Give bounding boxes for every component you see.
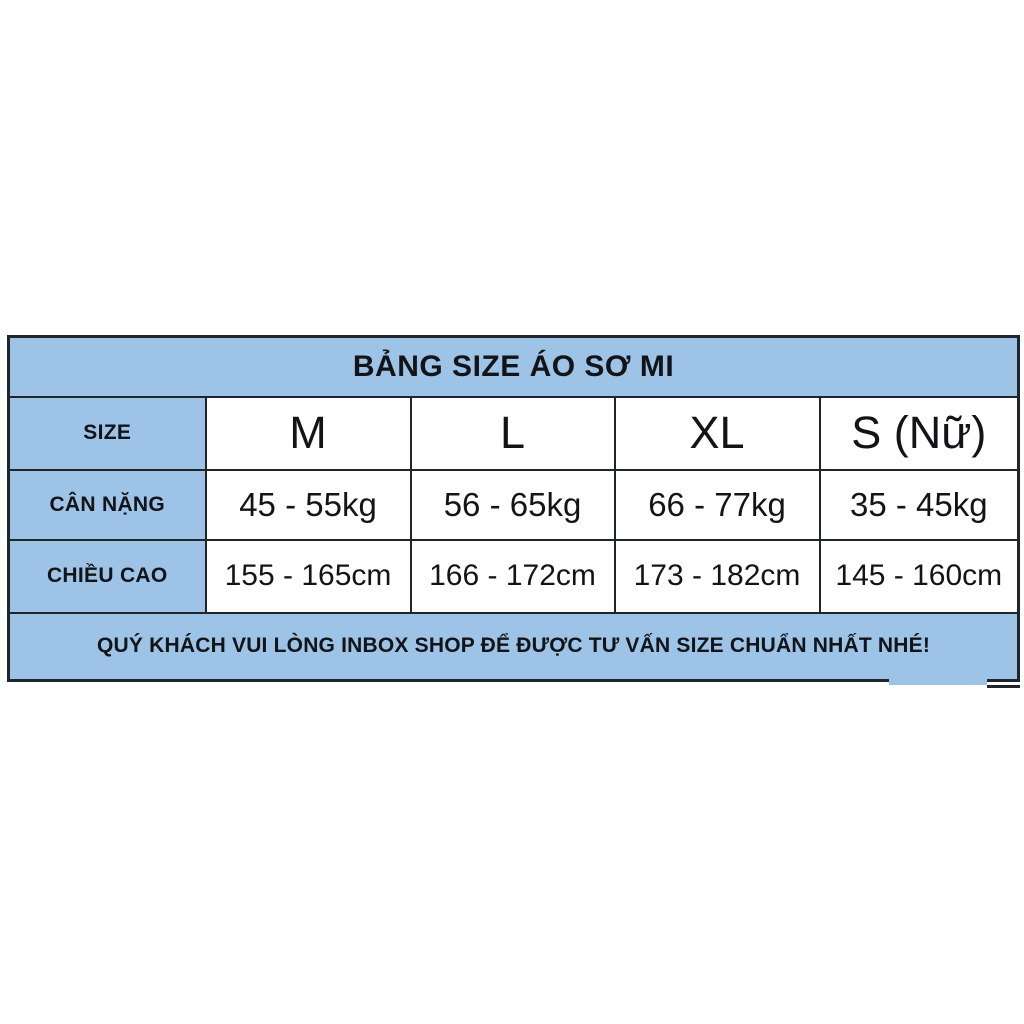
footer-note: QUÝ KHÁCH VUI LÒNG INBOX SHOP ĐỂ ĐƯỢC TƯ… xyxy=(7,611,1020,682)
bottom-border-gap-artifact xyxy=(889,676,987,685)
row-label-weight: CÂN NẶNG xyxy=(7,468,207,541)
weight-cell-l: 56 - 65kg xyxy=(409,468,616,541)
height-cell-m: 155 - 165cm xyxy=(204,538,412,614)
height-cell-s-nu: 145 - 160cm xyxy=(818,538,1020,614)
bottom-corner-border-artifact xyxy=(987,685,1020,688)
size-cell-s-nu: S (Nữ) xyxy=(818,395,1020,471)
footer-row: QUÝ KHÁCH VUI LÒNG INBOX SHOP ĐỂ ĐƯỢC TƯ… xyxy=(7,611,1020,682)
height-row: CHIỀU CAO 155 - 165cm 166 - 172cm 173 - … xyxy=(7,538,1020,614)
table-title: BẢNG SIZE ÁO SƠ MI xyxy=(7,335,1020,398)
size-chart-table: BẢNG SIZE ÁO SƠ MI SIZE M L XL S (Nữ) CÂ… xyxy=(7,335,1021,682)
size-cell-l: L xyxy=(409,395,616,471)
size-cell-m: M xyxy=(204,395,412,471)
height-cell-xl: 173 - 182cm xyxy=(613,538,821,614)
weight-cell-s-nu: 35 - 45kg xyxy=(818,468,1020,541)
row-label-height: CHIỀU CAO xyxy=(7,538,207,614)
column-header-size: SIZE xyxy=(7,395,207,471)
weight-cell-xl: 66 - 77kg xyxy=(613,468,821,541)
size-header-row: SIZE M L XL S (Nữ) xyxy=(7,395,1020,471)
height-cell-l: 166 - 172cm xyxy=(409,538,616,614)
weight-row: CÂN NẶNG 45 - 55kg 56 - 65kg 66 - 77kg 3… xyxy=(7,468,1020,541)
weight-cell-m: 45 - 55kg xyxy=(204,468,412,541)
title-row: BẢNG SIZE ÁO SƠ MI xyxy=(7,335,1020,398)
size-cell-xl: XL xyxy=(613,395,821,471)
size-chart: BẢNG SIZE ÁO SƠ MI SIZE M L XL S (Nữ) CÂ… xyxy=(7,335,1021,688)
